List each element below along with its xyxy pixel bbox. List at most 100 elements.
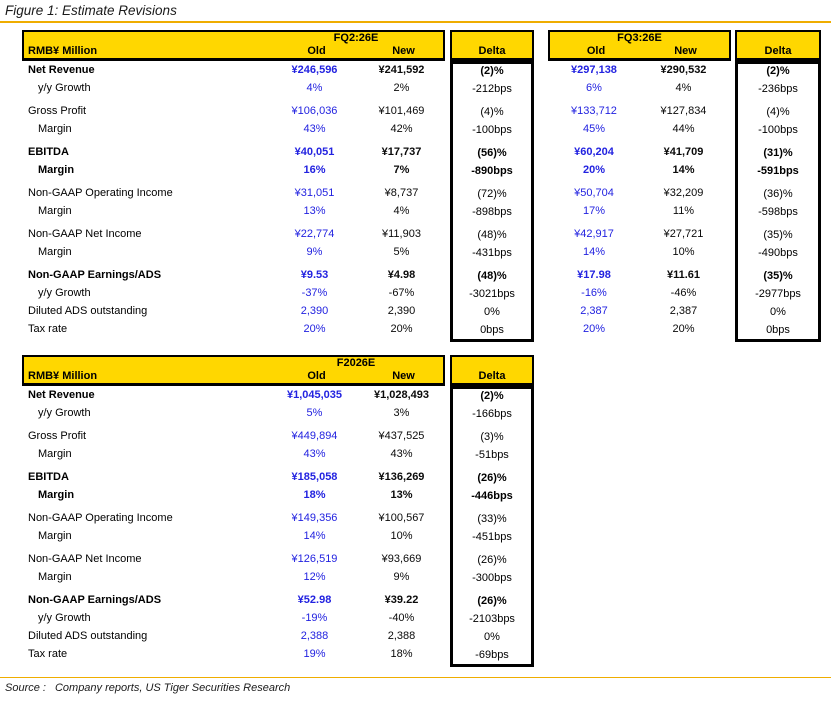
- delta-value: (26)%: [477, 554, 507, 566]
- old-value: 16%: [303, 164, 326, 176]
- old-value: 2,388: [300, 630, 329, 642]
- old-value: ¥9.53: [300, 269, 329, 281]
- new-value: 4%: [675, 82, 692, 94]
- row-label: Net Revenue: [28, 64, 95, 76]
- row-label: Non-GAAP Net Income: [28, 228, 142, 240]
- new-value: ¥290,532: [660, 64, 707, 76]
- table-row: y/y Growth 4% 2%: [22, 79, 445, 97]
- old-value: ¥297,138: [571, 64, 617, 76]
- old-value: -19%: [301, 612, 328, 624]
- new-value: ¥1,028,493: [373, 389, 430, 401]
- table-row: ¥297,138 ¥290,532: [548, 61, 731, 79]
- table-row: y/y Growth -19% -40%: [22, 609, 445, 627]
- column-header-row: RMB¥ Million Old New: [24, 370, 443, 383]
- table-row: 45% 44%: [548, 120, 731, 138]
- column-header-row: Old New: [550, 45, 729, 58]
- row-label: y/y Growth: [38, 612, 91, 624]
- period-row: F2026E: [24, 357, 443, 370]
- table-row: ¥50,704 ¥32,209: [548, 184, 731, 202]
- table-row: Diluted ADS outstanding 2,388 2,388: [22, 627, 445, 645]
- old-value: 19%: [303, 648, 326, 660]
- table-row: Non-GAAP Operating Income ¥149,356 ¥100,56…: [22, 509, 445, 527]
- delta-value: -898bps: [472, 206, 512, 218]
- delta-value: -431bps: [472, 247, 512, 259]
- row-label: y/y Growth: [38, 407, 91, 419]
- old-value: ¥50,704: [574, 187, 614, 199]
- old-value: ¥40,051: [294, 146, 335, 158]
- table-row: Gross Profit ¥106,036 ¥101,469: [22, 102, 445, 120]
- delta-value: (72)%: [477, 188, 507, 200]
- delta-value: 0bps: [766, 324, 790, 336]
- delta-value: (26)%: [477, 595, 507, 607]
- new-value: ¥241,592: [378, 64, 425, 76]
- new-column-header: New: [674, 45, 697, 57]
- delta-value: -451bps: [472, 531, 512, 543]
- table-row: EBITDA ¥40,051 ¥17,737: [22, 143, 445, 161]
- table-row: Non-GAAP Operating Income ¥31,051 ¥8,737: [22, 184, 445, 202]
- new-value: 2,387: [669, 305, 698, 317]
- new-value: 10%: [390, 530, 413, 542]
- delta-value: (2)%: [480, 390, 504, 402]
- row-label: y/y Growth: [38, 287, 91, 299]
- new-value: ¥136,269: [378, 471, 425, 483]
- table-row: 20% 20%: [548, 320, 731, 338]
- delta-value: 0%: [484, 631, 500, 643]
- table-row: Margin 43% 42%: [22, 120, 445, 138]
- table-row: 20% 14%: [548, 161, 731, 179]
- old-column-header: Old: [307, 45, 326, 57]
- table-row: Net Revenue ¥246,596 ¥241,592: [22, 61, 445, 79]
- row-label: Diluted ADS outstanding: [28, 630, 148, 642]
- row-label: Margin: [38, 205, 72, 217]
- row-label: Tax rate: [28, 648, 68, 660]
- old-value: 4%: [306, 82, 323, 94]
- new-value: 20%: [672, 323, 695, 335]
- delta-header: Delta: [735, 30, 821, 61]
- new-value: 42%: [390, 123, 413, 135]
- table-main: FQ2:26E RMB¥ Million Old New Net Revenue…: [22, 30, 445, 342]
- row-label: Margin: [38, 571, 72, 583]
- new-column-header: New: [392, 45, 415, 57]
- delta-value: (2)%: [480, 65, 504, 77]
- delta-value: -69bps: [475, 649, 509, 661]
- new-value: -46%: [670, 287, 697, 299]
- table-fq3-26e: FQ3:26E Old New ¥297,138 ¥290,532 6% 4% ¥133…: [548, 30, 821, 342]
- row-label: Non-GAAP Earnings/ADS: [28, 269, 162, 281]
- period-label: FQ3:26E: [617, 32, 662, 44]
- delta-value: (31)%: [763, 147, 793, 159]
- table-row: Margin 16% 7%: [22, 161, 445, 179]
- row-label: EBITDA: [28, 146, 69, 158]
- delta-value: -3021bps: [469, 288, 515, 300]
- old-value: 12%: [303, 571, 326, 583]
- delta-value: 0bps: [480, 324, 504, 336]
- table-header: F2026E RMB¥ Million Old New: [22, 355, 445, 386]
- delta-value: (2)%: [766, 65, 790, 77]
- table-main: FQ3:26E Old New ¥297,138 ¥290,532 6% 4% ¥133…: [548, 30, 731, 342]
- column-header-row: RMB¥ Million Old New: [24, 45, 443, 58]
- row-label: Net Revenue: [28, 389, 95, 401]
- delta-value: (26)%: [477, 472, 507, 484]
- table-row: 6% 4%: [548, 79, 731, 97]
- delta-value: (4)%: [480, 106, 504, 118]
- table-row: Tax rate 19% 18%: [22, 645, 445, 663]
- old-value: ¥246,596: [291, 64, 338, 76]
- new-value: ¥127,834: [660, 105, 707, 117]
- period-row: FQ2:26E: [24, 32, 443, 45]
- table-row: Non-GAAP Earnings/ADS ¥52.98 ¥39.22: [22, 591, 445, 609]
- table-row: Margin 14% 10%: [22, 527, 445, 545]
- row-label: y/y Growth: [38, 82, 91, 94]
- old-value: ¥42,917: [574, 228, 614, 240]
- delta-column-header: Delta: [764, 45, 792, 57]
- delta-header: Delta: [450, 355, 534, 386]
- row-label: Non-GAAP Net Income: [28, 553, 142, 565]
- table-row: y/y Growth 5% 3%: [22, 404, 445, 422]
- old-value: ¥149,356: [291, 512, 338, 524]
- table-row: Net Revenue ¥1,045,035 ¥1,028,493: [22, 386, 445, 404]
- table-row: Non-GAAP Net Income ¥22,774 ¥11,903: [22, 225, 445, 243]
- source-line: Source : Company reports, US Tiger Securi…: [5, 682, 290, 694]
- new-column-header: New: [392, 370, 415, 382]
- new-value: ¥41,709: [663, 146, 704, 158]
- old-value: 5%: [306, 407, 323, 419]
- old-value: 43%: [303, 448, 326, 460]
- delta-value: (48)%: [477, 229, 507, 241]
